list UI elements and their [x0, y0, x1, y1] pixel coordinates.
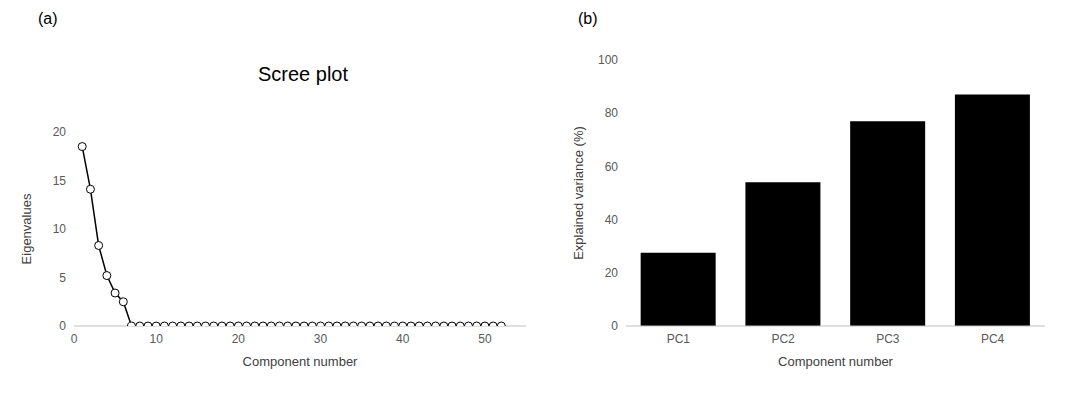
- svg-text:PC2: PC2: [771, 332, 795, 346]
- svg-text:40: 40: [396, 332, 410, 346]
- svg-text:30: 30: [314, 332, 328, 346]
- svg-text:0: 0: [71, 332, 78, 346]
- svg-text:80: 80: [605, 106, 619, 120]
- svg-text:5: 5: [59, 271, 66, 285]
- svg-text:100: 100: [598, 53, 618, 67]
- html-text:Scree plot: Scree plot: [258, 63, 348, 85]
- svg-text:PC1: PC1: [667, 332, 691, 346]
- svg-text:0: 0: [611, 319, 618, 333]
- svg-text:40: 40: [605, 213, 619, 227]
- svg-text:15: 15: [53, 174, 67, 188]
- svg-text:PC3: PC3: [876, 332, 900, 346]
- svg-text:20: 20: [53, 125, 67, 139]
- svg-text:0: 0: [59, 319, 66, 333]
- svg-text:10: 10: [53, 222, 67, 236]
- svg-text:10: 10: [150, 332, 164, 346]
- svg-text:20: 20: [232, 332, 246, 346]
- svg-text:Eigenvalues: Eigenvalues: [19, 193, 34, 264]
- svg-text:Component number: Component number: [778, 354, 894, 369]
- svg-text:60: 60: [605, 160, 619, 174]
- svg-text:Component number: Component number: [243, 354, 359, 369]
- html-text:(b): (b): [578, 10, 598, 27]
- svg-text:20: 20: [605, 266, 619, 280]
- svg-text:PC4: PC4: [981, 332, 1005, 346]
- svg-text:Explained variance (%): Explained variance (%): [571, 126, 586, 260]
- html-text:(a): (a): [38, 10, 58, 27]
- svg-text:50: 50: [478, 332, 492, 346]
